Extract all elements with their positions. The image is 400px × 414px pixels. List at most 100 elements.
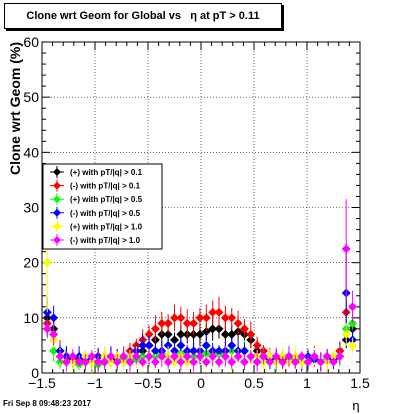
- y-tick-label: 60: [23, 34, 39, 50]
- data-point: [322, 351, 332, 362]
- legend-entry: (-) with pT/|q| > 0.5: [70, 209, 141, 218]
- data-point: [239, 324, 250, 334]
- data-point: [49, 346, 59, 356]
- legend-marker: [53, 181, 61, 190]
- data-point: [119, 351, 129, 362]
- legend-entry: (+) with pT/|q| > 1.0: [70, 222, 143, 231]
- data-point: [233, 351, 243, 362]
- data-point: [297, 351, 307, 362]
- data-point: [99, 357, 110, 367]
- data-point: [233, 318, 243, 328]
- data-point: [195, 351, 205, 362]
- data-point: [189, 357, 199, 367]
- data-point: [157, 351, 167, 362]
- x-tick-label: 1.5: [350, 375, 370, 391]
- data-point: [303, 357, 313, 367]
- data-point: [341, 244, 351, 254]
- legend-entry: (+) with pT/|q| > 0.1: [70, 168, 143, 177]
- data-point: [74, 357, 84, 367]
- data-point: [239, 357, 250, 367]
- data-point: [182, 351, 192, 362]
- data-point: [195, 313, 205, 323]
- data-point: [42, 307, 52, 317]
- y-tick-label: 0: [31, 365, 39, 381]
- data-point: [208, 351, 218, 362]
- legend-marker: [53, 195, 61, 204]
- data-point: [246, 351, 256, 362]
- data-point: [125, 357, 135, 367]
- data-point: [157, 318, 167, 328]
- x-tick-label: −0.5: [134, 375, 162, 391]
- data-point: [214, 324, 224, 334]
- data-point: [169, 351, 180, 362]
- data-point: [290, 357, 300, 367]
- data-point: [227, 357, 237, 367]
- data-point: [195, 329, 205, 339]
- data-point: [163, 318, 173, 328]
- data-point: [227, 340, 237, 350]
- data-point: [163, 357, 173, 367]
- data-point: [144, 351, 154, 362]
- legend-marker: [53, 236, 61, 244]
- data-point: [176, 313, 186, 323]
- y-tick-label: 20: [23, 255, 39, 271]
- data-point: [42, 258, 52, 268]
- data-point: [42, 324, 52, 334]
- y-tick-label: 10: [23, 310, 39, 326]
- x-tick-label: −1: [87, 375, 103, 391]
- data-point: [284, 351, 294, 362]
- data-point: [328, 357, 339, 367]
- legend-marker: [53, 222, 61, 231]
- data-point: [278, 357, 288, 367]
- data-point: [201, 357, 211, 367]
- legend-marker: [53, 168, 61, 176]
- data-point: [150, 357, 160, 367]
- data-point: [297, 357, 307, 367]
- series-group: [42, 199, 358, 372]
- data-point: [138, 357, 148, 367]
- x-tick-label: −1.5: [28, 375, 56, 391]
- plot-frame: [41, 41, 361, 374]
- data-point: [348, 340, 358, 350]
- data-point: [189, 318, 199, 328]
- data-point: [335, 351, 345, 362]
- data-point: [316, 357, 326, 367]
- data-point: [176, 357, 186, 367]
- data-point: [49, 329, 59, 339]
- data-point: [112, 357, 122, 367]
- y-axis-label: Clone wrt Geom (%): [7, 42, 23, 175]
- y-tick-label: 50: [23, 89, 39, 105]
- data-point: [246, 329, 256, 339]
- data-point: [258, 351, 269, 362]
- x-axis-label: η: [352, 398, 359, 413]
- data-point: [106, 351, 116, 362]
- data-point: [201, 313, 211, 323]
- data-point: [252, 357, 262, 367]
- data-point: [271, 351, 281, 362]
- data-point: [169, 357, 180, 367]
- data-point: [208, 307, 218, 317]
- data-point: [348, 318, 358, 328]
- data-point: [348, 302, 358, 312]
- data-point: [68, 351, 78, 362]
- data-point: [106, 357, 116, 367]
- data-point: [61, 357, 71, 367]
- data-point: [138, 340, 148, 350]
- data-point: [49, 313, 59, 323]
- timestamp-footer: Fri Sep 8 09:48:23 2017: [3, 399, 92, 408]
- legend-entry: (-) with pT/|q| > 1.0: [70, 236, 141, 245]
- data-point: [131, 351, 141, 362]
- data-point: [227, 313, 237, 323]
- x-tick-label: 1: [303, 375, 311, 391]
- data-point: [208, 324, 218, 334]
- data-point: [87, 351, 97, 362]
- chart-title: Clone wrt Geom for Global vs η at pT > 0…: [4, 3, 282, 29]
- data-point: [214, 307, 224, 317]
- data-point: [220, 313, 230, 323]
- data-point: [176, 340, 186, 350]
- data-point: [150, 324, 160, 334]
- y-tick-label: 30: [23, 200, 39, 216]
- data-point: [341, 329, 351, 339]
- data-point: [220, 329, 230, 339]
